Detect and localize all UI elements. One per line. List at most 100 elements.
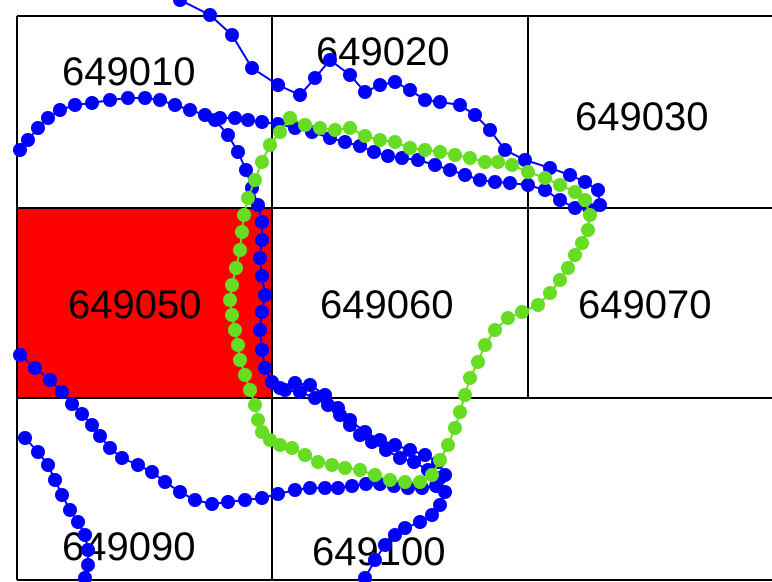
blue-track-2-point [251,198,265,212]
blue-track-1-point [21,133,35,147]
blue-track-4 [18,431,95,582]
blue-track-3-point [359,477,373,491]
blue-track-4-point [71,515,85,529]
green-track-point [575,236,589,250]
blue-track-1-point [308,71,322,85]
green-track-point [231,338,245,352]
blue-track-1-point [121,91,135,105]
blue-track-3-point [65,397,79,411]
blue-track-3-point [221,495,235,509]
blue-track-2-point [433,498,447,512]
blue-track-1-point [343,68,357,82]
blue-track-3-point [373,433,387,447]
green-track-point [228,323,242,337]
blue-track-2-point [231,145,245,159]
blue-track-2-point [208,113,222,127]
blue-track-1-point [255,115,269,129]
green-track-point [388,135,402,149]
green-track-point [543,286,557,300]
blue-track-3-point [255,491,269,505]
blue-track-2-point [388,528,402,542]
blue-track-3-point [288,483,302,497]
blue-track-1-point [538,183,552,197]
blue-track-3-point [85,418,99,432]
green-track-point [448,148,462,162]
blue-track-3-point [205,497,219,511]
blue-track-1-point [173,0,187,7]
green-track-point [538,171,552,185]
green-track-point [358,129,372,143]
green-track-point [328,123,342,137]
green-track-point [251,413,265,427]
blue-track-2-point [255,269,269,283]
grid-label-649020: 649020 [316,30,449,74]
green-track-point [463,371,477,385]
green-track-point [298,118,312,132]
green-track-point [568,248,582,262]
green-track-point [441,438,455,452]
blue-track-3-point [75,407,89,421]
blue-track-3-point [358,425,372,439]
blue-track-1-point [85,96,99,110]
blue-track-1-point [245,61,259,75]
blue-track-1-point [521,178,535,192]
blue-track-1-point [41,111,55,125]
blue-track-1-point [553,193,567,207]
green-track [223,111,597,489]
blue-track-2-point [221,128,235,142]
blue-track-3-point [145,465,159,479]
green-track-point [238,368,252,382]
blue-track-1-point [458,168,472,182]
blue-track-1-point [488,175,502,189]
blue-track-2-point [258,288,272,302]
blue-track-1-point [323,53,337,67]
green-track-point [373,133,387,147]
blue-track-3-point [303,481,317,495]
blue-track-3-point [55,385,69,399]
grid-lines [16,15,772,581]
green-track-point [398,475,412,489]
blue-track-1-point [498,143,512,157]
blue-track-2-point [255,305,269,319]
blue-track-3-point [403,443,417,457]
blue-track-2-point [425,508,439,522]
green-track-point [478,155,492,169]
blue-track-1-point [428,158,442,172]
green-track-point [553,178,567,192]
blue-track-1 [13,0,607,217]
grid-label-649010: 649010 [62,50,195,94]
blue-track-2-point [393,451,407,465]
blue-track-1-point [13,143,27,157]
blue-track-1-point [168,98,182,112]
blue-track-2-point [358,571,372,582]
blue-track-2-point [255,343,269,357]
green-track-point [248,173,262,187]
blue-track-4-point [55,488,69,502]
green-track-point [403,141,417,155]
green-track-point [488,323,502,337]
blue-track-3-point [93,429,107,443]
green-track-point [235,225,249,239]
blue-track-1-point [578,175,592,189]
blue-track-1-point [443,163,457,177]
green-track-point [458,388,472,402]
blue-track-3-point [13,348,27,362]
blue-track-1-point [483,123,497,137]
green-track-point [413,475,427,489]
blue-track-1-point [31,121,45,135]
blue-track-2-point [253,251,267,265]
grid-label-649070: 649070 [578,283,711,327]
blue-track-1-point [367,145,381,159]
blue-track-3-point [158,475,172,489]
blue-track-3-point [271,487,285,501]
green-track-point [223,293,237,307]
green-track-point [581,223,595,237]
blue-track-1-point [518,153,532,167]
blue-track-1-point [591,183,605,197]
blue-track-3-point [173,485,187,499]
green-track-point [233,353,247,367]
green-track-point [225,278,239,292]
blue-track-3-point [331,481,345,495]
grid-label-649060: 649060 [320,283,453,327]
blue-track-1-point [433,95,447,109]
